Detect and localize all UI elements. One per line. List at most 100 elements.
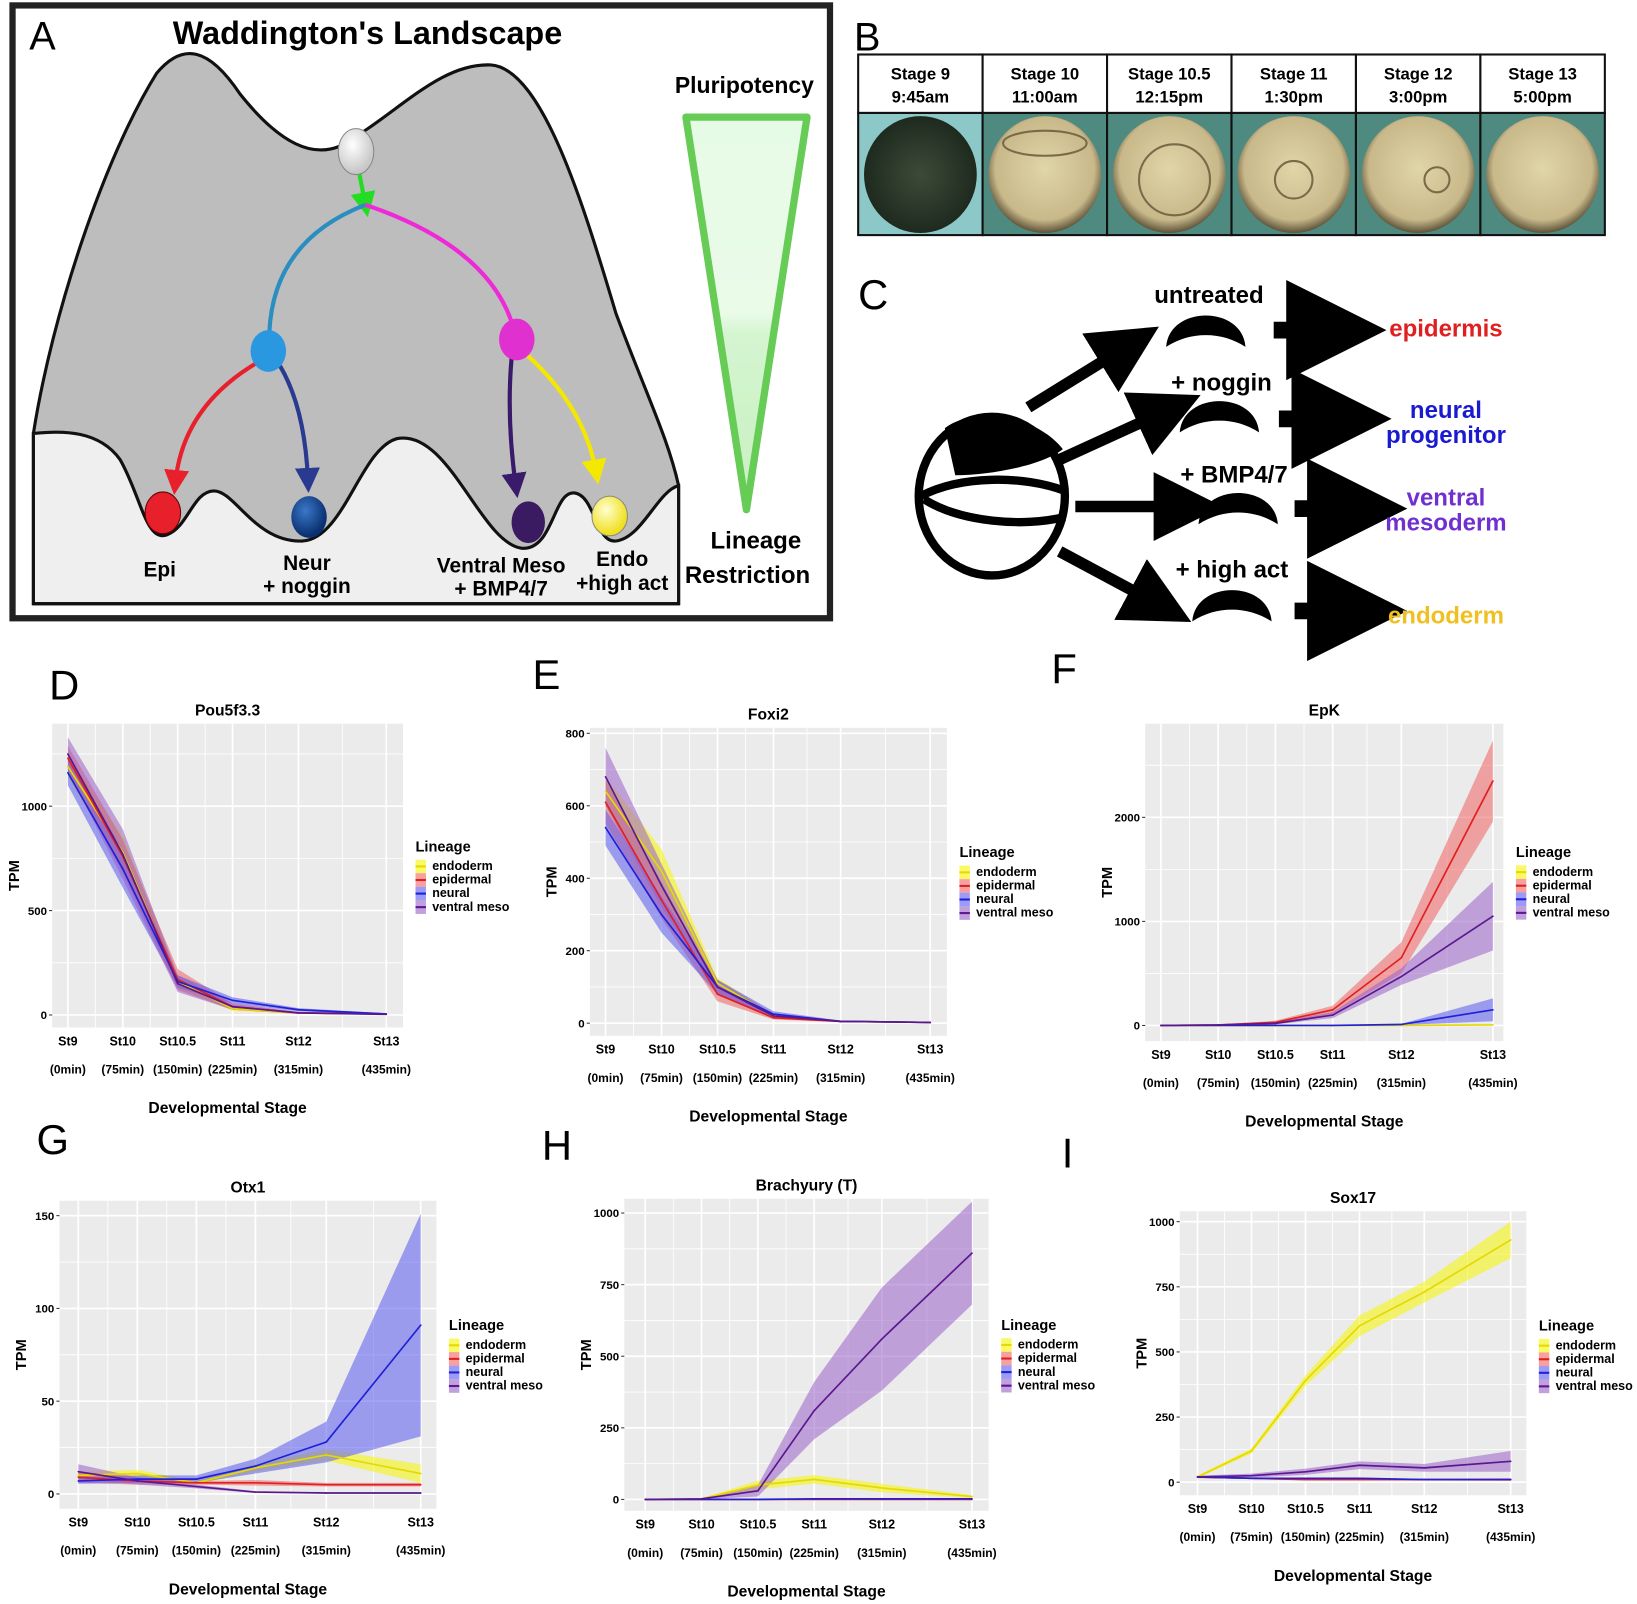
legend-label: ventral meso	[432, 900, 510, 914]
pluripotent-cell	[337, 128, 375, 176]
x-tick-sublabel: (435min)	[906, 1071, 955, 1085]
x-tick-sublabel: (435min)	[1468, 1076, 1517, 1090]
embryo-photo	[1361, 116, 1475, 234]
label-neur-sub: + noggin	[263, 575, 351, 598]
data-point	[1250, 1450, 1253, 1452]
y-tick-label: 500	[1155, 1347, 1174, 1359]
stage-table: Stage 9 9:45am Stage 10 11:00am Stage 10.5 12…	[857, 53, 1606, 237]
data-point	[77, 1474, 80, 1477]
path-green	[350, 172, 376, 218]
data-point	[195, 1478, 198, 1480]
x-tick-sublabel: (435min)	[947, 1546, 996, 1560]
y-tick-label: 1000	[1115, 917, 1141, 929]
outcome-label: neural	[1410, 397, 1482, 424]
ribbon-neural	[78, 1213, 421, 1484]
y-tick-label: 2000	[1115, 813, 1141, 825]
data-point	[297, 1012, 300, 1014]
chart-title: Otx1	[231, 1179, 266, 1196]
series-line-ventral-meso	[67, 753, 387, 1016]
data-point	[971, 1495, 973, 1498]
embryo-photo	[1486, 116, 1599, 234]
x-tick-sublabel: (315min)	[857, 1546, 906, 1560]
x-tick-sublabel: (315min)	[816, 1071, 865, 1085]
data-point	[757, 1498, 759, 1501]
x-tick-label: St12	[1388, 1048, 1414, 1062]
path-navy	[278, 364, 320, 493]
panel-a-title: Waddington's Landscape	[173, 15, 562, 51]
chart-title: Foxi2	[748, 707, 789, 724]
data-point	[121, 853, 124, 856]
stage-time: 12:15pm	[1135, 88, 1203, 107]
x-tick-label: St11	[220, 1034, 246, 1048]
x-tick-label: St9	[1151, 1048, 1171, 1062]
data-point	[1509, 1478, 1512, 1481]
x-tick-sublabel: (150min)	[172, 1544, 221, 1558]
panel-b-letter: B	[854, 15, 880, 59]
path-magenta	[364, 202, 514, 323]
data-point	[660, 884, 663, 887]
data-point	[1217, 1024, 1220, 1026]
arrow-icon	[1057, 392, 1201, 465]
lineage-label: Lineage	[711, 527, 802, 554]
x-tick-sublabel: (225min)	[231, 1544, 280, 1558]
data-point	[1331, 1014, 1334, 1016]
data-point	[772, 1013, 775, 1015]
data-point	[1331, 1024, 1334, 1027]
legend-label: epidermal	[1533, 878, 1592, 892]
data-point	[971, 1498, 973, 1500]
data-point	[1423, 1478, 1426, 1481]
data-point	[1492, 1024, 1494, 1026]
y-axis-label: TPM	[1100, 867, 1116, 898]
x-tick-sublabel: (0min)	[588, 1071, 624, 1085]
x-tick-sublabel: (0min)	[50, 1062, 86, 1076]
treatment-row: + high act endoderm	[1176, 557, 1504, 662]
data-point	[604, 775, 607, 778]
chart-title: EpK	[1309, 702, 1341, 719]
legend-label: endoderm	[432, 859, 493, 873]
data-point	[385, 1013, 388, 1016]
data-point	[325, 1454, 328, 1456]
chart-panel-d: D Pou5f3.3 0 500 1000 TPM St9 (0min) St10 (75min)…	[7, 662, 510, 1117]
stage-name: Stage 10	[1011, 65, 1080, 84]
data-point	[971, 1252, 973, 1254]
x-axis-label: Developmental Stage	[1245, 1114, 1404, 1131]
endo-cell	[591, 495, 628, 537]
ribbon-ventral-meso	[645, 1201, 972, 1500]
x-axis-label: Developmental Stage	[169, 1581, 328, 1598]
x-tick-sublabel: (315min)	[302, 1544, 351, 1558]
explant-icon	[1192, 590, 1272, 622]
data-point	[1331, 1009, 1334, 1011]
x-tick-sublabel: (225min)	[208, 1062, 257, 1076]
legend-label: endoderm	[1556, 1338, 1617, 1352]
data-point	[136, 1472, 139, 1475]
chart-panel-h: H Brachyury (T) 0 250 500 750 1000 TPM St9 (0min)…	[542, 1122, 1096, 1600]
y-tick-label: 100	[35, 1304, 54, 1316]
stage-name: Stage 11	[1260, 65, 1328, 84]
stage-name: Stage 10.5	[1128, 65, 1211, 84]
data-point	[1304, 1470, 1307, 1473]
ribbon-ventral-meso	[78, 1464, 421, 1494]
pluripotency-label: Pluripotency	[675, 72, 814, 98]
data-point	[604, 826, 607, 829]
stage-column: Stage 12 3:00pm	[1354, 53, 1482, 237]
legend-label: endoderm	[466, 1338, 527, 1352]
label-endo: Endo	[596, 548, 648, 571]
data-point	[231, 1007, 234, 1010]
outcome-label: progenitor	[1386, 422, 1506, 449]
x-tick-label: St10	[110, 1034, 136, 1048]
data-point	[839, 1020, 842, 1023]
x-tick-sublabel: (150min)	[153, 1062, 202, 1076]
x-tick-sublabel: (0min)	[627, 1546, 663, 1560]
ribbon-ventral-meso	[1197, 1450, 1511, 1479]
data-point	[1400, 956, 1403, 959]
data-point	[121, 867, 124, 870]
stage-time: 11:00am	[1012, 88, 1078, 107]
data-point	[1160, 1024, 1162, 1027]
legend-label: neural	[1556, 1365, 1594, 1379]
data-point	[1196, 1476, 1199, 1478]
data-point	[813, 1478, 816, 1481]
pluripotency-triangle	[682, 113, 811, 514]
x-tick-label: St12	[1411, 1502, 1437, 1516]
chart-panel-i: I Sox17 0 250 500 750 1000 TPM St9 (0min) St10 (75m…	[1062, 1129, 1633, 1584]
